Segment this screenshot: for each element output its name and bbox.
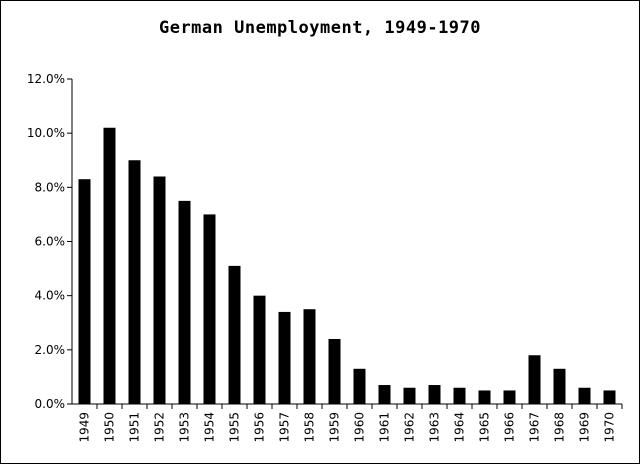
y-tick-label: 4.0% bbox=[35, 289, 66, 303]
bar-1958 bbox=[303, 309, 316, 404]
bar-1953 bbox=[178, 200, 191, 404]
x-axis-ticks: 1949 1950 1951 1952 1953 1954 1955 1956 1957 1958… bbox=[78, 404, 623, 443]
bar-1966 bbox=[503, 390, 516, 404]
x-tick-label: 1965 bbox=[478, 412, 492, 443]
bar-1956 bbox=[253, 295, 266, 404]
bar-1970 bbox=[603, 390, 616, 404]
x-tick-label: 1952 bbox=[153, 412, 167, 443]
x-tick-label: 1953 bbox=[178, 412, 192, 443]
x-tick-label: 1963 bbox=[428, 412, 442, 443]
y-tick-label: 8.0% bbox=[35, 180, 66, 194]
x-tick-label: 1966 bbox=[503, 412, 517, 443]
x-tick-label: 1968 bbox=[553, 412, 567, 443]
chart-bars bbox=[78, 127, 616, 404]
bar-1965 bbox=[478, 390, 491, 404]
x-tick-label: 1959 bbox=[328, 412, 342, 443]
bar-1967 bbox=[528, 355, 541, 404]
y-tick-label: 10.0% bbox=[27, 126, 65, 140]
bar-1950 bbox=[103, 127, 116, 404]
bar-1963 bbox=[428, 385, 441, 404]
bar-1962 bbox=[403, 387, 416, 404]
x-tick-label: 1956 bbox=[253, 412, 267, 443]
x-tick-label: 1960 bbox=[353, 412, 367, 443]
x-tick-label: 1964 bbox=[453, 412, 467, 443]
bar-1954 bbox=[203, 214, 216, 404]
y-tick-label: 12.0% bbox=[27, 72, 65, 86]
x-tick-label: 1951 bbox=[128, 412, 142, 443]
bar-1969 bbox=[578, 387, 591, 404]
chart-title: German Unemployment, 1949-1970 bbox=[158, 18, 482, 38]
x-tick-label: 1954 bbox=[203, 412, 217, 443]
bar-1968 bbox=[553, 368, 566, 404]
y-tick-label: 6.0% bbox=[35, 235, 66, 249]
bar-1952 bbox=[153, 176, 166, 404]
bar-1961 bbox=[378, 385, 391, 404]
bar-1959 bbox=[328, 339, 341, 404]
x-tick-label: 1969 bbox=[578, 412, 592, 443]
y-tick-label: 2.0% bbox=[35, 343, 66, 357]
x-tick-label: 1955 bbox=[228, 412, 242, 443]
bar-1951 bbox=[128, 160, 141, 404]
y-tick-label: 0.0% bbox=[35, 397, 66, 411]
x-tick-label: 1961 bbox=[378, 412, 392, 443]
y-axis-ticks: 0.0% 2.0% 4.0% 6.0% 8.0% 10.0% 12.0% bbox=[27, 72, 72, 411]
x-tick-label: 1950 bbox=[103, 412, 117, 443]
x-tick-label: 1958 bbox=[303, 412, 317, 443]
bar-1955 bbox=[228, 265, 241, 404]
bar-1957 bbox=[278, 311, 291, 404]
bar-1949 bbox=[78, 179, 91, 404]
bar-1964 bbox=[453, 387, 466, 404]
x-tick-label: 1967 bbox=[528, 412, 542, 443]
x-tick-label: 1962 bbox=[403, 412, 417, 443]
x-tick-label: 1949 bbox=[78, 412, 92, 443]
bar-1960 bbox=[353, 368, 366, 404]
x-tick-label: 1970 bbox=[603, 412, 617, 443]
x-tick-label: 1957 bbox=[278, 412, 292, 443]
